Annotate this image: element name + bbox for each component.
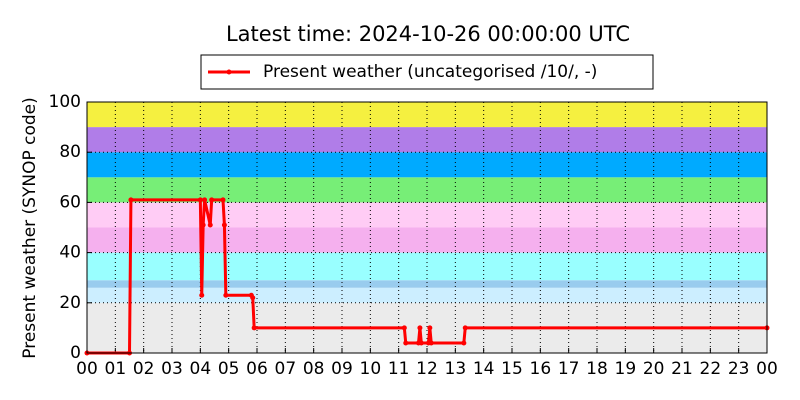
x-tick-label: 09 (331, 359, 353, 379)
weather-band (87, 127, 767, 153)
x-tick-label: 10 (360, 359, 382, 379)
legend-marker (226, 69, 232, 75)
x-tick-label: 21 (671, 359, 693, 379)
data-point (462, 325, 468, 331)
x-tick-label: 22 (700, 359, 722, 379)
data-point (209, 197, 215, 203)
x-tick-label: 23 (728, 359, 750, 379)
weather-band (87, 227, 767, 253)
data-point (199, 292, 205, 298)
y-tick-label: 80 (59, 142, 81, 162)
x-tick-label: 06 (246, 359, 268, 379)
x-tick-label: 05 (218, 359, 240, 379)
legend-box (200, 54, 654, 90)
weather-band (87, 280, 767, 288)
y-tick-label: 0 (70, 343, 81, 363)
data-point (250, 295, 256, 301)
x-tick-label: 00 (756, 359, 778, 379)
y-axis-label: Present weather (SYNOP code) (20, 97, 40, 358)
weather-band (87, 287, 767, 303)
x-tick-label: 02 (133, 359, 155, 379)
x-tick-label: 01 (105, 359, 127, 379)
x-tick-label: 15 (501, 359, 523, 379)
data-point (403, 340, 409, 346)
data-point (128, 197, 134, 203)
x-tick-label: 03 (161, 359, 183, 379)
data-point (418, 340, 424, 346)
x-tick-label: 14 (473, 359, 495, 379)
data-point (428, 340, 434, 346)
data-point (207, 222, 213, 228)
data-point (197, 197, 203, 203)
x-tick-label: 07 (275, 359, 297, 379)
plot-frame (86, 101, 768, 354)
x-tick-label: 04 (190, 359, 212, 379)
weather-band (87, 152, 767, 178)
data-point (417, 325, 423, 331)
data-point (202, 197, 208, 203)
x-tick-label: 18 (586, 359, 608, 379)
x-tick-label: 19 (615, 359, 637, 379)
data-point (200, 222, 206, 228)
x-tick-label: 00 (76, 359, 98, 379)
data-point (401, 325, 407, 331)
x-tick-label: 20 (643, 359, 665, 379)
y-tick-label: 40 (59, 243, 81, 263)
data-point (461, 340, 467, 346)
x-tick-label: 13 (445, 359, 467, 379)
x-tick-label: 11 (388, 359, 410, 379)
x-tick-label: 16 (530, 359, 552, 379)
y-tick-label: 60 (59, 192, 81, 212)
data-point (221, 222, 227, 228)
x-tick-label: 08 (303, 359, 325, 379)
data-point (223, 292, 229, 298)
data-point (427, 325, 433, 331)
x-tick-label: 12 (416, 359, 438, 379)
data-point (220, 197, 226, 203)
y-tick-label: 20 (59, 293, 81, 313)
data-point (251, 325, 257, 331)
x-tick-label: 17 (558, 359, 580, 379)
y-tick-label: 100 (49, 92, 81, 112)
chart-title: Latest time: 2024-10-26 00:00:00 UTC (226, 22, 630, 46)
legend-label: Present weather (uncategorised /10/, -) (263, 62, 597, 82)
